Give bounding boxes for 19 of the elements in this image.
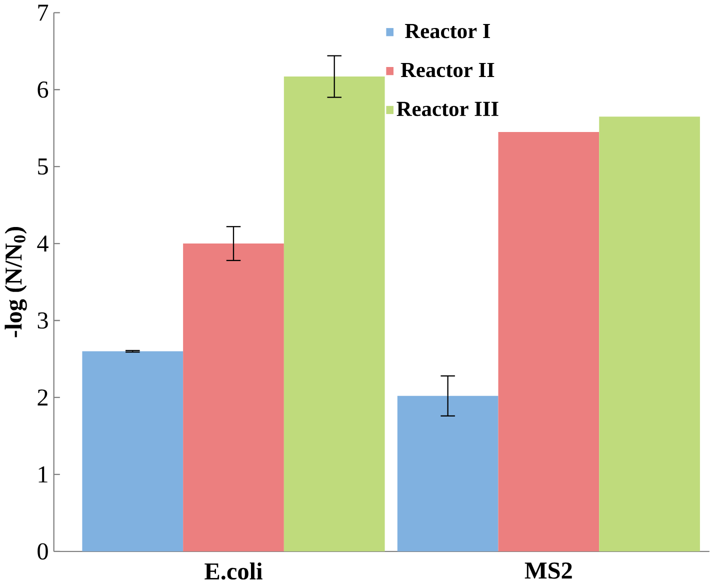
y-axis-title: -log (N/N$_{0}$)	[4, 226, 27, 337]
y-tick-label: 7	[38, 4, 48, 20]
legend-label: Reactor III	[396, 102, 498, 116]
legend-label: Reactor II	[400, 62, 494, 77]
bar	[183, 243, 284, 552]
y-tick-label: 4	[37, 235, 48, 252]
bar	[82, 351, 184, 552]
y-tick-label: 1	[38, 466, 48, 482]
y-tick-label: 5	[38, 158, 48, 174]
y-tick-label: 6	[38, 81, 48, 98]
x-tick-label: E.coli	[204, 562, 262, 580]
bar	[498, 132, 600, 552]
bar	[599, 116, 700, 552]
y-tick-label: 2	[38, 389, 48, 406]
x-tick-label: MS2	[524, 562, 572, 579]
y-tick-label: 3	[38, 312, 48, 328]
bar	[397, 396, 498, 552]
legend-label: Reactor I	[405, 24, 490, 38]
y-tick-label: 0	[38, 543, 48, 560]
